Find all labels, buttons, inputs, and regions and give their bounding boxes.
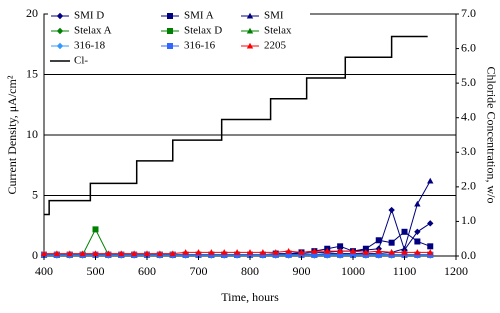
triangle-marker bbox=[401, 249, 408, 255]
square-marker bbox=[324, 251, 331, 258]
y2-tick-label: 6.0 bbox=[461, 40, 476, 54]
x-tick-label: 600 bbox=[138, 264, 156, 278]
legend-label: Stelax bbox=[264, 25, 292, 37]
y-tick-label: 20 bbox=[26, 6, 38, 20]
legend-label: 316-18 bbox=[74, 40, 106, 52]
y2-axis-title: Chloride Concentration, w/o bbox=[484, 67, 498, 204]
square-marker bbox=[414, 238, 421, 245]
square-marker bbox=[337, 251, 344, 258]
triangle-marker bbox=[362, 249, 370, 255]
x-tick-label: 700 bbox=[190, 264, 208, 278]
y-tick-label: 10 bbox=[26, 127, 38, 141]
y2-tick-label: 5.0 bbox=[461, 75, 476, 89]
series-line bbox=[44, 208, 431, 256]
triangle-marker bbox=[40, 250, 48, 257]
triangle-marker bbox=[285, 247, 292, 254]
triangle-marker bbox=[208, 249, 215, 255]
triangle-marker bbox=[130, 250, 138, 257]
legend: SMI D SMI A SMI Stelax A Stelax D Stelax 316-1… bbox=[48, 8, 310, 70]
legend-label: Cl- bbox=[74, 55, 88, 67]
triangle-marker bbox=[233, 249, 241, 255]
x-tick-label: 800 bbox=[241, 264, 259, 278]
y2-tick-label: 1.0 bbox=[461, 213, 476, 227]
triangle-marker bbox=[195, 249, 202, 255]
square-marker bbox=[92, 226, 99, 233]
y2-tick-label: 3.0 bbox=[461, 144, 476, 158]
y-tick-label: 0 bbox=[32, 248, 38, 262]
square-marker bbox=[311, 251, 318, 258]
square-marker bbox=[362, 245, 369, 252]
y2-tick-label: 2.0 bbox=[461, 179, 476, 193]
triangle-marker bbox=[324, 247, 331, 254]
square-marker bbox=[337, 243, 344, 250]
legend-box bbox=[48, 8, 310, 70]
x-tick-label: 900 bbox=[293, 264, 311, 278]
triangle-marker bbox=[221, 249, 228, 255]
triangle-marker bbox=[66, 250, 73, 257]
square-marker bbox=[401, 228, 408, 235]
triangle-marker bbox=[375, 247, 382, 254]
triangle-marker bbox=[53, 250, 61, 257]
y-tick-label: 15 bbox=[26, 66, 38, 80]
square-marker bbox=[427, 243, 434, 250]
square-marker bbox=[388, 239, 395, 246]
triangle-marker bbox=[156, 250, 164, 257]
square-marker bbox=[375, 237, 382, 244]
triangle-marker bbox=[105, 250, 112, 257]
series-line bbox=[44, 180, 431, 256]
triangle-marker bbox=[414, 249, 421, 255]
triangle-marker bbox=[349, 247, 357, 254]
triangle-marker bbox=[427, 249, 434, 255]
triangle-marker bbox=[143, 250, 151, 257]
legend-label: 316-16 bbox=[184, 40, 216, 52]
triangle-marker bbox=[298, 249, 305, 255]
legend-label: Stelax A bbox=[74, 25, 112, 37]
triangle-marker bbox=[169, 250, 176, 257]
diamond-marker bbox=[414, 228, 421, 235]
x-tick-label: 500 bbox=[87, 264, 105, 278]
triangle-marker bbox=[311, 247, 318, 254]
y2-tick-label: 4.0 bbox=[461, 109, 476, 123]
y-tick-label: 5 bbox=[32, 187, 38, 201]
diamond-marker bbox=[388, 206, 395, 214]
x-tick-label: 1200 bbox=[444, 264, 468, 278]
x-tick-label: 1000 bbox=[341, 264, 365, 278]
triangle-marker bbox=[182, 249, 189, 255]
legend-label: 2205 bbox=[264, 40, 287, 52]
triangle-marker bbox=[79, 250, 86, 257]
y2-tick-label: 7.0 bbox=[461, 6, 476, 20]
triangle-marker bbox=[427, 177, 434, 184]
triangle-marker bbox=[336, 247, 344, 254]
triangle-marker bbox=[401, 245, 408, 252]
triangle-marker bbox=[272, 249, 279, 255]
y2-tick-label: 0.0 bbox=[461, 248, 476, 262]
y-axis-title: Current Density, μA/cm² bbox=[5, 75, 19, 194]
triangle-marker bbox=[388, 249, 395, 255]
x-tick-label: 1100 bbox=[393, 264, 417, 278]
chloride-step-line bbox=[44, 35, 428, 216]
legend-label: Stelax D bbox=[184, 25, 222, 37]
square-marker bbox=[375, 251, 382, 258]
square-marker bbox=[285, 251, 292, 258]
x-tick-label: 400 bbox=[35, 264, 53, 278]
x-axis-title: Time, hours bbox=[221, 290, 279, 304]
diamond-marker bbox=[427, 220, 434, 227]
square-marker bbox=[350, 251, 356, 258]
plot-area bbox=[40, 13, 456, 259]
triangle-marker bbox=[259, 249, 267, 255]
legend-label: SMI A bbox=[184, 10, 214, 22]
triangle-marker bbox=[92, 250, 99, 257]
legend-label: SMI D bbox=[74, 10, 104, 22]
triangle-marker bbox=[118, 250, 125, 257]
legend-label: SMI bbox=[264, 10, 284, 22]
triangle-marker bbox=[246, 249, 254, 255]
triangle-marker bbox=[414, 200, 421, 207]
